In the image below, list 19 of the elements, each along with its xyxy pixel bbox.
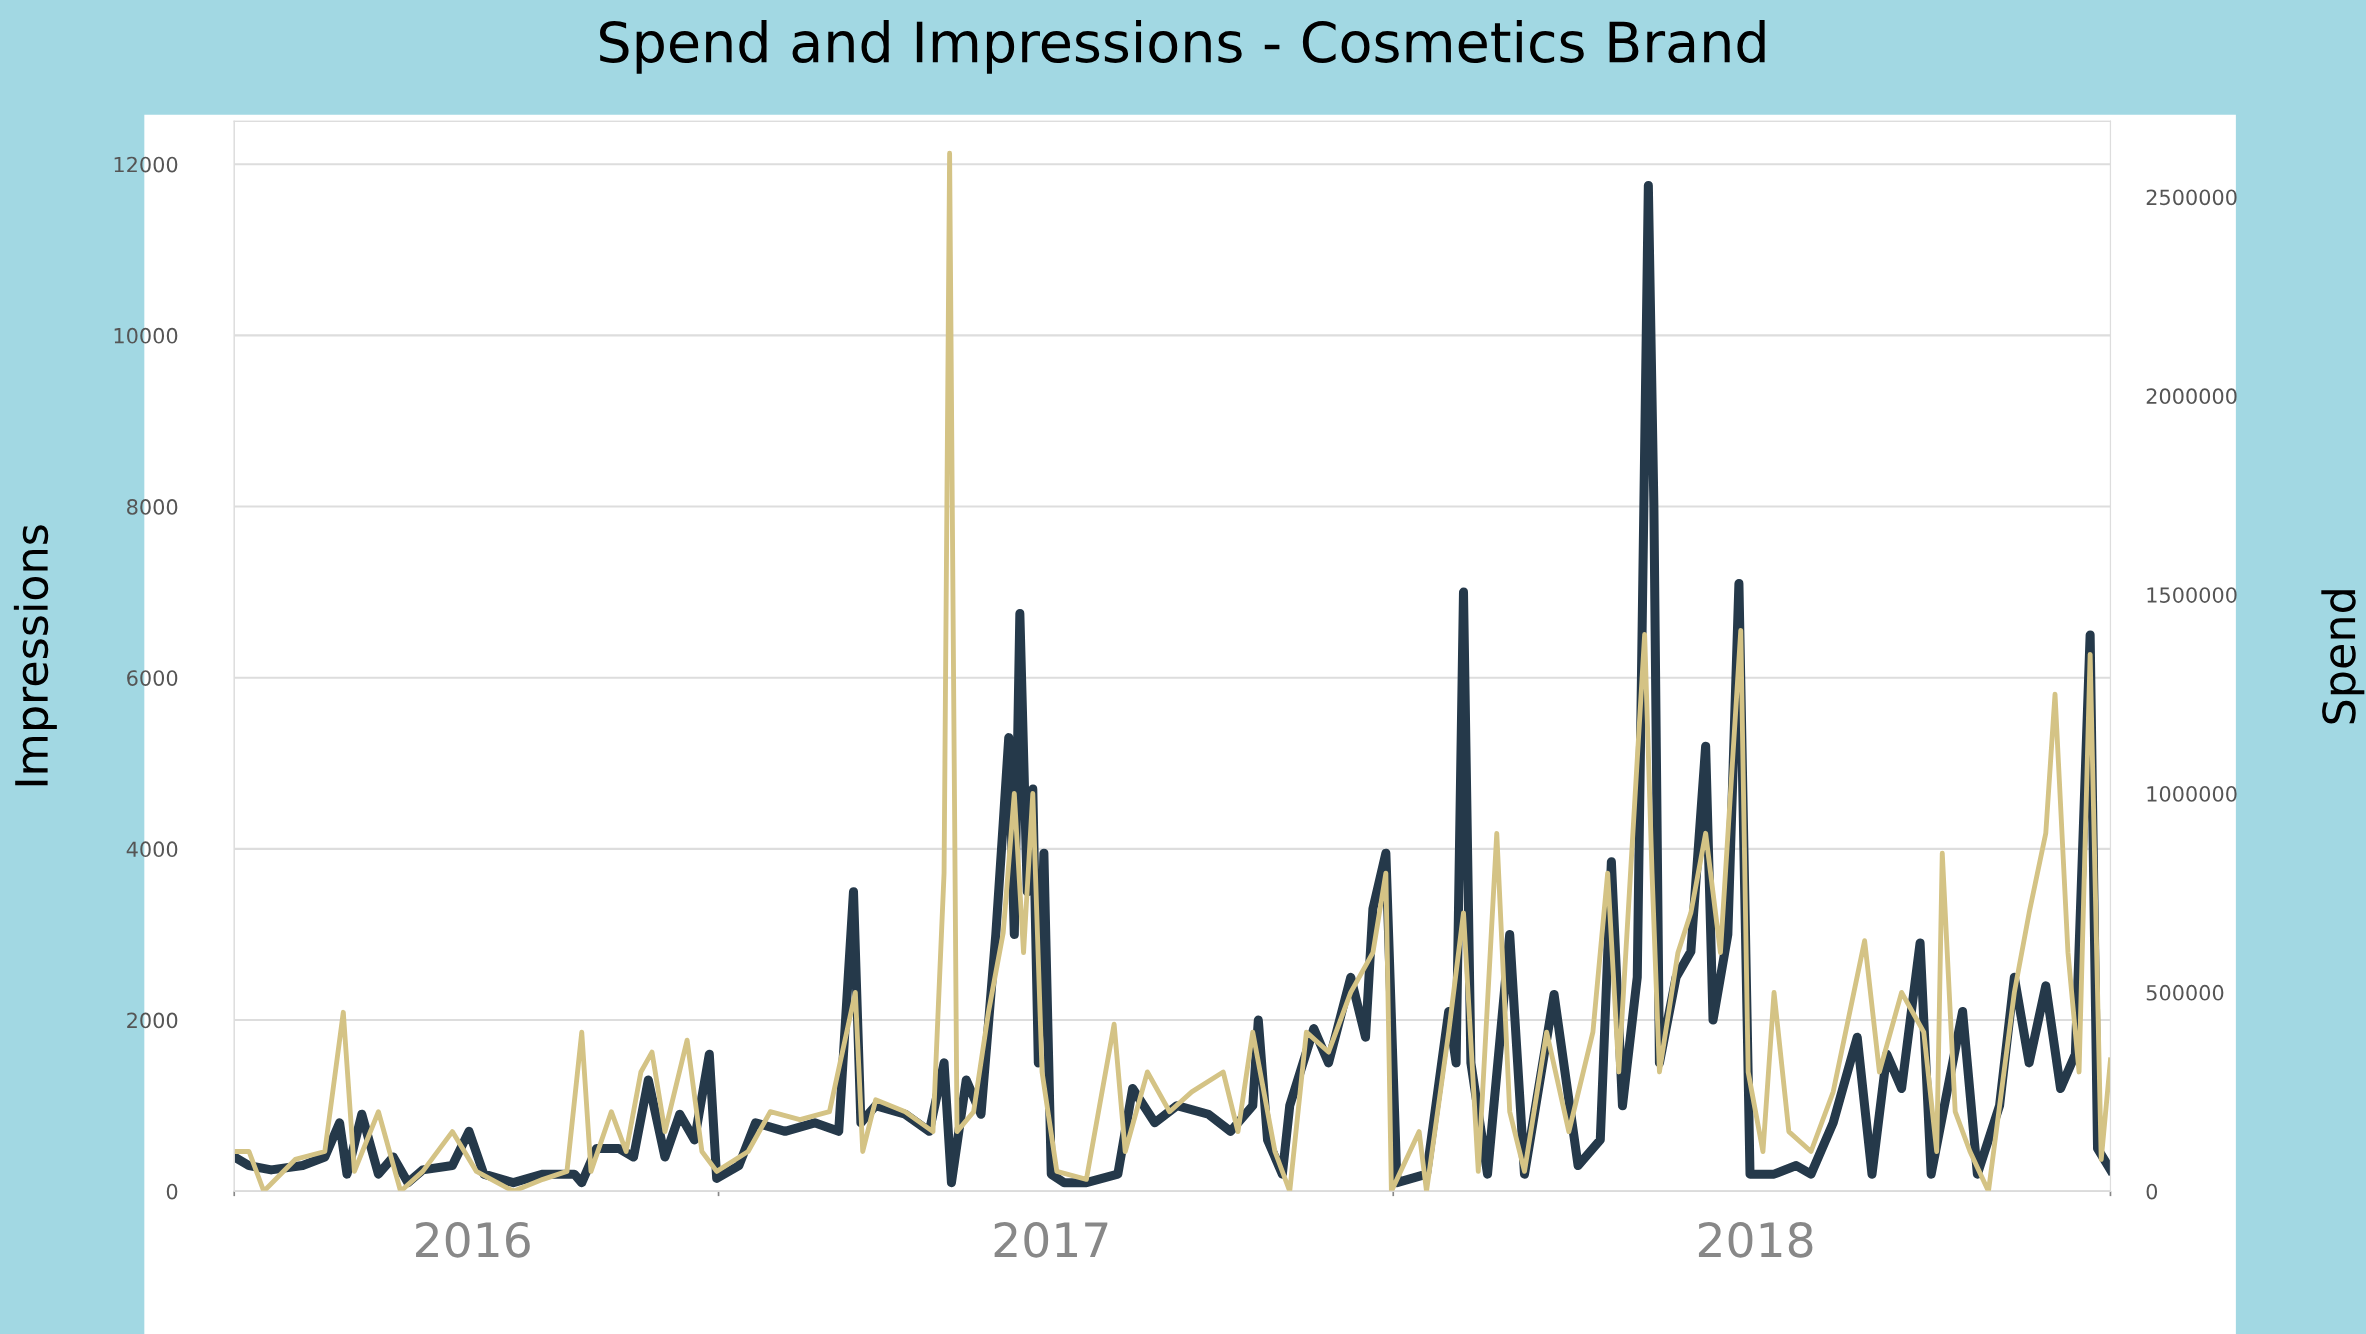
y2-tick-label: 1000000: [2147, 785, 2237, 802]
chart-title: Spend and Impressions - Cosmetics Brand: [600, 20, 1765, 74]
y2-tick-label: 500000: [2146, 984, 2224, 1001]
y-tick-label: 8000: [127, 499, 178, 515]
y-axis-title: Impressions: [13, 525, 57, 786]
y2-tick-label: 2000000: [2146, 388, 2237, 405]
y-tick-label: 12000: [114, 156, 178, 173]
y-tick-label: 0: [166, 1183, 178, 1200]
y2-tick-label: 2500000: [2146, 189, 2237, 206]
y-tick-label: 10000: [114, 327, 178, 344]
y-tick-label: 2000: [127, 1012, 178, 1029]
y2-tick-label: 0: [2146, 1183, 2158, 1200]
x-tick-label: 2017: [994, 1221, 1108, 1258]
y2-axis-title: Spend: [2321, 590, 2365, 724]
x-tick-label: 2016: [416, 1221, 530, 1258]
y-tick-label: 6000: [127, 670, 178, 686]
y2-tick-label: 1500000: [2147, 587, 2237, 603]
x-tick-label: 2018: [1698, 1221, 1813, 1258]
y-tick-label: 4000: [126, 841, 178, 858]
